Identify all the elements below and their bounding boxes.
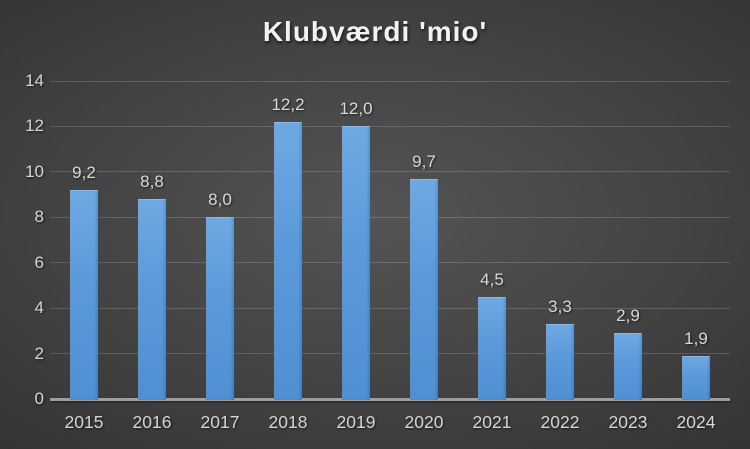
x-tick-label-2023: 2023 xyxy=(608,412,648,432)
bar-2016 xyxy=(138,199,166,400)
bar-value-label-2016: 8,8 xyxy=(140,172,164,192)
bar-value-label-2023: 2,9 xyxy=(616,306,640,326)
x-tick-label-2022: 2022 xyxy=(540,412,580,432)
y-gridline-8 xyxy=(50,216,730,218)
bar-2021 xyxy=(478,296,506,400)
bar-value-label-2017: 8,0 xyxy=(208,190,232,210)
x-tick-label-2019: 2019 xyxy=(336,412,376,432)
y-tick-label-4: 4 xyxy=(34,298,44,318)
x-tick-label-2016: 2016 xyxy=(132,412,172,432)
bar-value-label-2020: 9,7 xyxy=(412,151,436,171)
y-tick-label-0: 0 xyxy=(34,389,44,408)
bar-2024 xyxy=(682,355,710,400)
bar-value-label-2015: 9,2 xyxy=(72,163,96,183)
bar-2017 xyxy=(206,217,234,400)
bar-2023 xyxy=(614,333,642,400)
bar-2020 xyxy=(410,178,438,400)
y-tick-label-2: 2 xyxy=(34,343,44,363)
bar-value-label-2024: 1,9 xyxy=(684,328,708,348)
y-gridline-6 xyxy=(50,262,730,264)
chart-title: Klubværdi 'mio' xyxy=(262,16,488,47)
x-tick-label-2021: 2021 xyxy=(472,412,512,432)
y-gridline-10 xyxy=(50,171,730,173)
y-gridline-12 xyxy=(50,125,730,127)
y-tick-label-10: 10 xyxy=(25,161,44,181)
x-tick-label-2020: 2020 xyxy=(404,412,444,432)
x-tick-label-2017: 2017 xyxy=(200,412,240,432)
x-tick-label-2024: 2024 xyxy=(676,412,716,432)
bar-value-label-2019: 12,0 xyxy=(339,99,373,119)
bar-2022 xyxy=(546,324,574,400)
y-gridline-14 xyxy=(50,80,730,82)
y-gridline-4 xyxy=(50,307,730,309)
y-tick-label-8: 8 xyxy=(34,207,44,227)
bar-2018 xyxy=(274,121,302,400)
y-tick-label-12: 12 xyxy=(25,116,44,136)
bar-2015 xyxy=(70,190,98,400)
y-tick-label-6: 6 xyxy=(34,252,44,272)
bar-2019 xyxy=(342,126,370,400)
bar-value-label-2021: 4,5 xyxy=(480,269,504,289)
y-tick-label-14: 14 xyxy=(25,71,44,90)
y-gridline-2 xyxy=(50,353,730,355)
x-axis-line xyxy=(50,398,730,401)
bar-value-label-2018: 12,2 xyxy=(271,94,305,114)
bar-value-label-2022: 3,3 xyxy=(548,297,572,317)
x-tick-label-2018: 2018 xyxy=(268,412,308,432)
x-tick-label-2015: 2015 xyxy=(64,412,104,432)
